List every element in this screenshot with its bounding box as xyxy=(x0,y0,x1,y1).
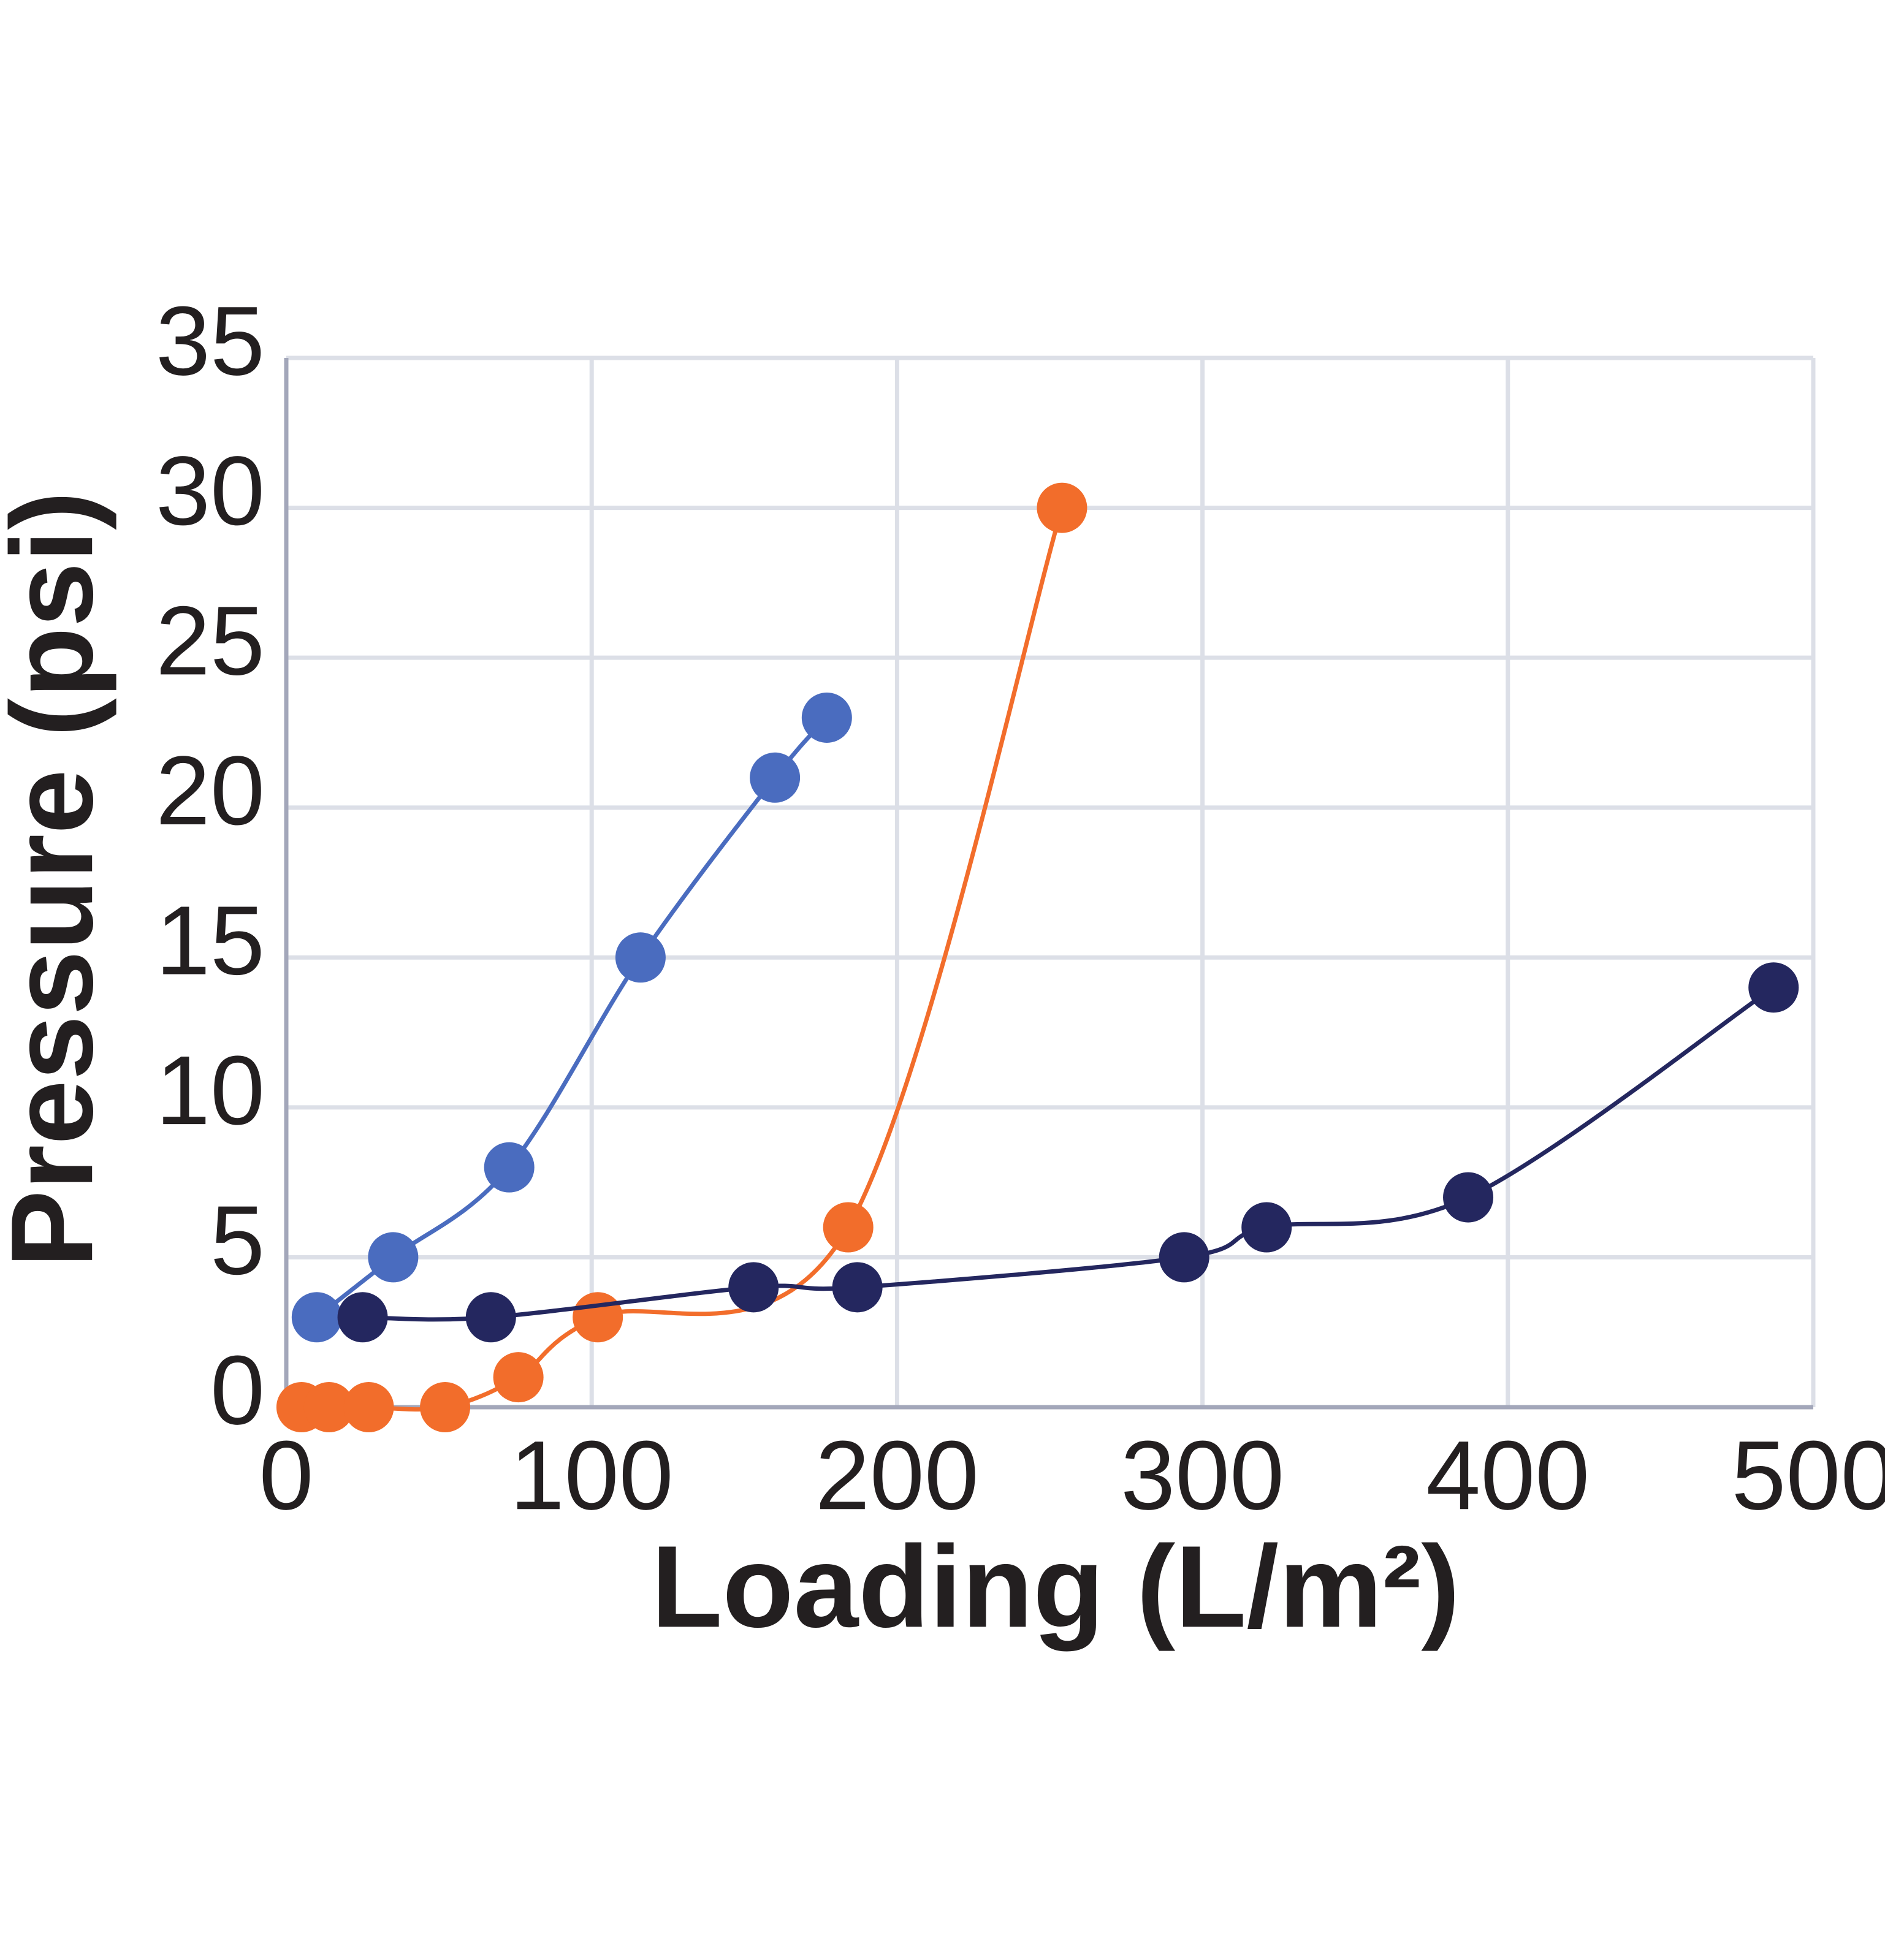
data-point xyxy=(465,1292,516,1343)
x-tick-label: 300 xyxy=(1121,1420,1284,1530)
data-point xyxy=(1037,482,1087,533)
y-tick-label: 20 xyxy=(156,735,265,845)
x-tick-label: 200 xyxy=(815,1420,979,1530)
y-tick-label: 30 xyxy=(156,436,265,545)
data-point xyxy=(1748,962,1799,1013)
data-point xyxy=(615,932,666,983)
data-point xyxy=(823,1202,874,1253)
data-point xyxy=(343,1382,394,1432)
series-line xyxy=(362,986,1775,1322)
y-tick-label: 5 xyxy=(210,1185,265,1295)
data-point xyxy=(420,1382,471,1432)
data-point xyxy=(337,1292,388,1343)
x-tick-label: 400 xyxy=(1426,1420,1590,1530)
y-tick-label: 15 xyxy=(156,886,265,995)
x-tick-label: 0 xyxy=(259,1420,314,1530)
data-point xyxy=(303,1382,354,1432)
y-axis-title: Pressure (psi) xyxy=(0,491,117,1267)
data-point xyxy=(573,1292,623,1343)
x-axis-title: Loading (L/m²) xyxy=(651,1522,1460,1652)
data-point xyxy=(832,1262,883,1313)
data-point xyxy=(493,1352,544,1403)
data-point xyxy=(484,1142,535,1193)
data-point xyxy=(1443,1172,1494,1223)
x-tick-label: 500 xyxy=(1732,1420,1885,1530)
y-tick-label: 25 xyxy=(156,585,265,695)
data-point xyxy=(1159,1232,1209,1283)
data-point xyxy=(368,1232,419,1283)
data-point xyxy=(1241,1202,1292,1253)
y-tick-label: 10 xyxy=(156,1035,265,1145)
data-point xyxy=(291,1292,342,1343)
data-point xyxy=(728,1262,779,1313)
data-point xyxy=(801,692,852,743)
data-point xyxy=(750,752,801,803)
y-tick-label: 0 xyxy=(210,1335,265,1445)
x-tick-label: 100 xyxy=(510,1420,674,1530)
y-tick-label: 35 xyxy=(156,286,265,395)
